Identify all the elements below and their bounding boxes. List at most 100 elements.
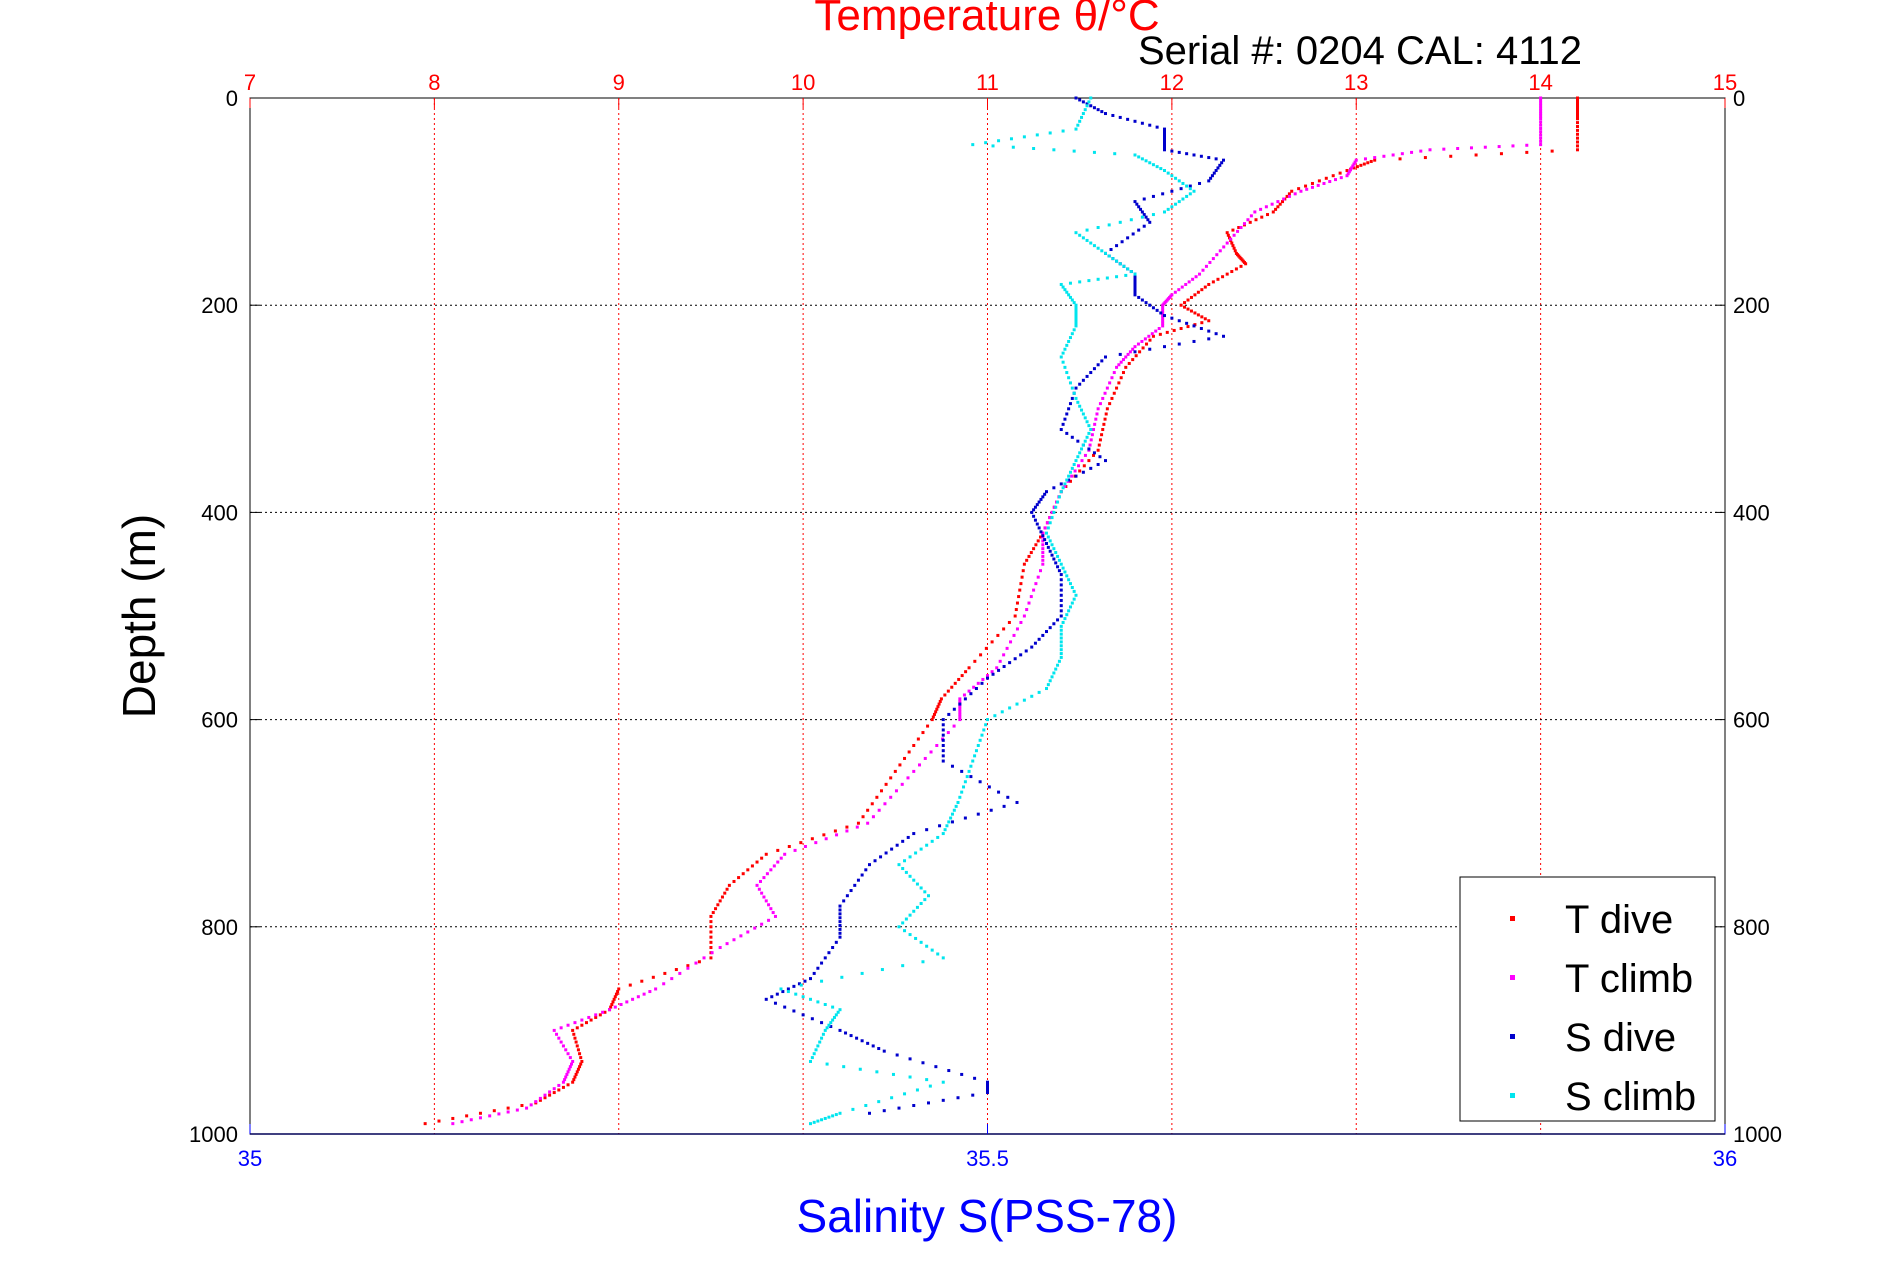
data-point (1078, 233, 1082, 237)
data-point (1234, 267, 1238, 271)
data-point (625, 1000, 629, 1004)
data-point (894, 789, 898, 793)
data-point (1067, 474, 1071, 478)
data-point (945, 824, 949, 828)
data-point (1352, 166, 1356, 170)
data-point (1045, 521, 1049, 525)
data-point (612, 997, 616, 1001)
data-point (1239, 226, 1243, 229)
data-point (1173, 290, 1177, 294)
data-point (572, 1032, 576, 1036)
data-point (1151, 306, 1155, 310)
data-point (1207, 329, 1211, 333)
temperature-tick-label: 13 (1344, 70, 1368, 95)
data-point (809, 1059, 812, 1063)
data-point (883, 802, 887, 806)
data-point (960, 769, 964, 773)
data-point (1135, 202, 1139, 206)
data-point (1170, 205, 1174, 209)
data-point (1104, 412, 1108, 416)
data-point (941, 738, 945, 742)
data-point (1184, 282, 1188, 286)
data-point (1041, 547, 1045, 551)
data-point (1085, 420, 1089, 424)
data-point (1140, 339, 1144, 343)
data-point (1254, 218, 1258, 222)
data-point (758, 879, 762, 883)
data-point (976, 744, 980, 747)
data-point (1039, 569, 1043, 573)
data-point (967, 666, 971, 670)
data-point (1345, 174, 1349, 178)
data-point (1083, 439, 1087, 443)
data-point (884, 851, 888, 855)
data-point (579, 1062, 583, 1066)
data-point (732, 879, 736, 883)
data-point (884, 782, 888, 786)
data-point (1203, 285, 1207, 289)
data-point (584, 1021, 588, 1025)
data-point (923, 756, 927, 760)
data-point (1198, 181, 1202, 185)
data-point (469, 1118, 473, 1122)
data-point (1163, 127, 1166, 131)
data-point (497, 1112, 501, 1116)
data-point (797, 982, 801, 986)
data-point (1139, 207, 1143, 211)
data-point (568, 1065, 572, 1069)
data-point (580, 1018, 584, 1022)
data-point (775, 992, 779, 996)
data-point (1189, 295, 1193, 299)
data-point (1347, 170, 1351, 174)
data-point (906, 776, 910, 780)
data-point (1148, 303, 1152, 307)
data-point (1052, 486, 1056, 490)
data-point (1179, 303, 1183, 307)
data-point (1122, 264, 1126, 268)
data-point (1216, 166, 1220, 170)
data-point (973, 659, 977, 663)
data-point (1102, 422, 1106, 426)
data-point (1539, 104, 1543, 108)
data-point (915, 905, 919, 909)
data-point (912, 878, 916, 882)
data-point (506, 1110, 510, 1114)
data-point (1133, 200, 1137, 204)
salinity-axis: 35 35.5 36 (238, 1124, 1737, 1171)
data-point (1050, 510, 1054, 514)
data-point (958, 795, 962, 799)
data-point (1065, 290, 1069, 294)
data-point (1041, 551, 1045, 555)
data-point (608, 1008, 612, 1012)
data-point (718, 899, 722, 903)
data-point (1087, 100, 1091, 104)
data-point (709, 940, 713, 944)
data-point (897, 925, 901, 929)
data-point (571, 1028, 575, 1032)
data-point (1239, 264, 1243, 268)
data-point (1212, 171, 1216, 175)
data-point (1220, 161, 1224, 165)
data-point (1101, 396, 1105, 400)
data-point (849, 1034, 853, 1038)
data-point (1576, 140, 1579, 144)
data-point (974, 749, 978, 753)
data-point (986, 718, 989, 722)
data-point (1034, 582, 1038, 586)
data-point (1104, 459, 1107, 463)
data-point (760, 922, 764, 926)
data-point (925, 944, 929, 948)
data-point (601, 1010, 605, 1014)
data-point (1304, 184, 1308, 188)
data-point (1362, 162, 1366, 166)
data-point (1095, 412, 1099, 416)
data-point (1078, 469, 1082, 473)
data-point (1346, 172, 1350, 176)
data-point (923, 898, 927, 902)
data-point (1163, 130, 1166, 134)
data-point (812, 1120, 816, 1124)
data-point (1249, 214, 1253, 218)
data-point (1030, 510, 1034, 514)
data-point (1539, 136, 1543, 140)
data-point (572, 1078, 576, 1082)
